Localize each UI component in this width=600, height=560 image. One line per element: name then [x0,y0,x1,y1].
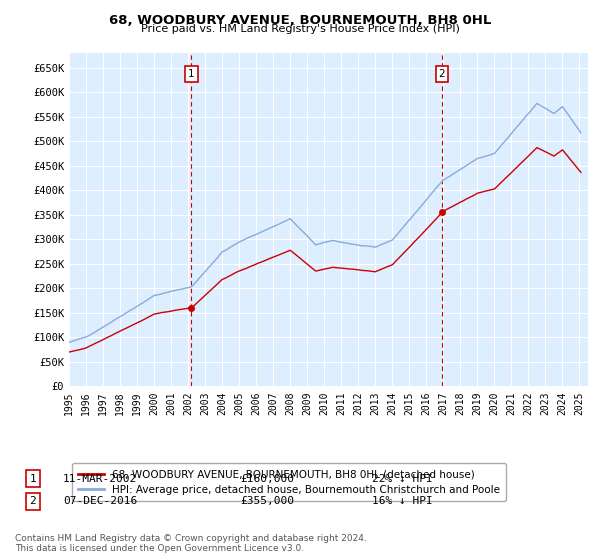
Text: £355,000: £355,000 [240,496,294,506]
Text: £160,000: £160,000 [240,474,294,484]
Text: 11-MAR-2002: 11-MAR-2002 [63,474,137,484]
Text: 1: 1 [29,474,37,484]
Text: 22% ↓ HPI: 22% ↓ HPI [372,474,433,484]
Text: Contains HM Land Registry data © Crown copyright and database right 2024.
This d: Contains HM Land Registry data © Crown c… [15,534,367,553]
Text: 2: 2 [439,69,445,79]
Text: 68, WOODBURY AVENUE, BOURNEMOUTH, BH8 0HL: 68, WOODBURY AVENUE, BOURNEMOUTH, BH8 0H… [109,14,491,27]
Text: 16% ↓ HPI: 16% ↓ HPI [372,496,433,506]
Text: 07-DEC-2016: 07-DEC-2016 [63,496,137,506]
Text: 2: 2 [29,496,37,506]
Text: Price paid vs. HM Land Registry's House Price Index (HPI): Price paid vs. HM Land Registry's House … [140,24,460,34]
Legend: 68, WOODBURY AVENUE, BOURNEMOUTH, BH8 0HL (detached house), HPI: Average price, : 68, WOODBURY AVENUE, BOURNEMOUTH, BH8 0H… [71,463,506,501]
Text: 1: 1 [188,69,194,79]
